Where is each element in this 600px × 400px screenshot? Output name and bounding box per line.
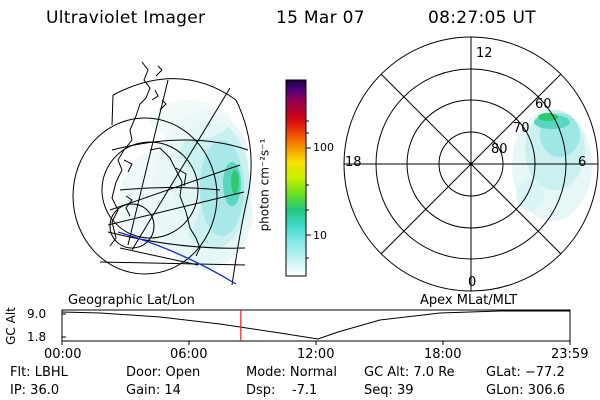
colorbar-tick-10: 10 [313,229,327,242]
status-mode: Mode: Normal [246,365,337,380]
timeline-ytick-low: 1.8 [27,330,47,344]
status-gain: Gain: 14 [126,383,181,398]
date-label: 15 Mar 07 [276,8,365,28]
timeline-xtick-3: 18:00 [424,347,462,362]
status-ip: IP: 36.0 [10,383,60,398]
mlt-label-6: 6 [578,155,587,170]
timeline-ytick-high: 9.0 [27,307,47,321]
status-glat: GLat: −77.2 [486,365,565,380]
colorbar-label: photon cm⁻²s⁻¹ [257,138,272,232]
satellite-track [117,231,237,285]
instrument-title: Ultraviolet Imager [46,8,206,28]
geographic-map [72,61,257,286]
timeline-xtick-4: 23:59 [551,347,589,362]
status-door: Door: Open [126,365,201,380]
polar-map [343,36,599,292]
status-seq: Seq: 39 [364,383,414,398]
status-gc-alt: GC Alt: 7.0 Re [364,365,455,380]
mlat-label-80: 80 [491,142,508,157]
timeline-xtick-0: 00:00 [44,347,82,362]
status-flt: Flt: LBHL [10,365,68,380]
mlat-label-60: 60 [535,97,552,112]
left-map-caption: Geographic Lat/Lon [68,293,195,308]
timeline-xtick-1: 06:00 [170,347,208,362]
auroral-emission-left [120,100,257,270]
time-label: 08:27:05 UT [428,8,536,28]
mlat-label-70: 70 [513,121,530,136]
status-dsp: Dsp: -7.1 [246,383,318,398]
auroral-emission-right [512,109,592,221]
timeline-xtick-2: 12:00 [297,347,335,362]
status-glon: GLon: 306.6 [486,383,566,398]
mlt-label-12: 12 [476,46,493,61]
mlt-label-18: 18 [345,155,362,170]
altitude-timeline [61,309,571,345]
mlt-label-0: 0 [468,275,477,290]
colorbar-tick-100: 100 [313,141,334,154]
colorbar [285,79,311,277]
timeline-axis-label: GC Alt [3,307,18,345]
right-map-caption: Apex MLat/MLT [420,293,518,308]
